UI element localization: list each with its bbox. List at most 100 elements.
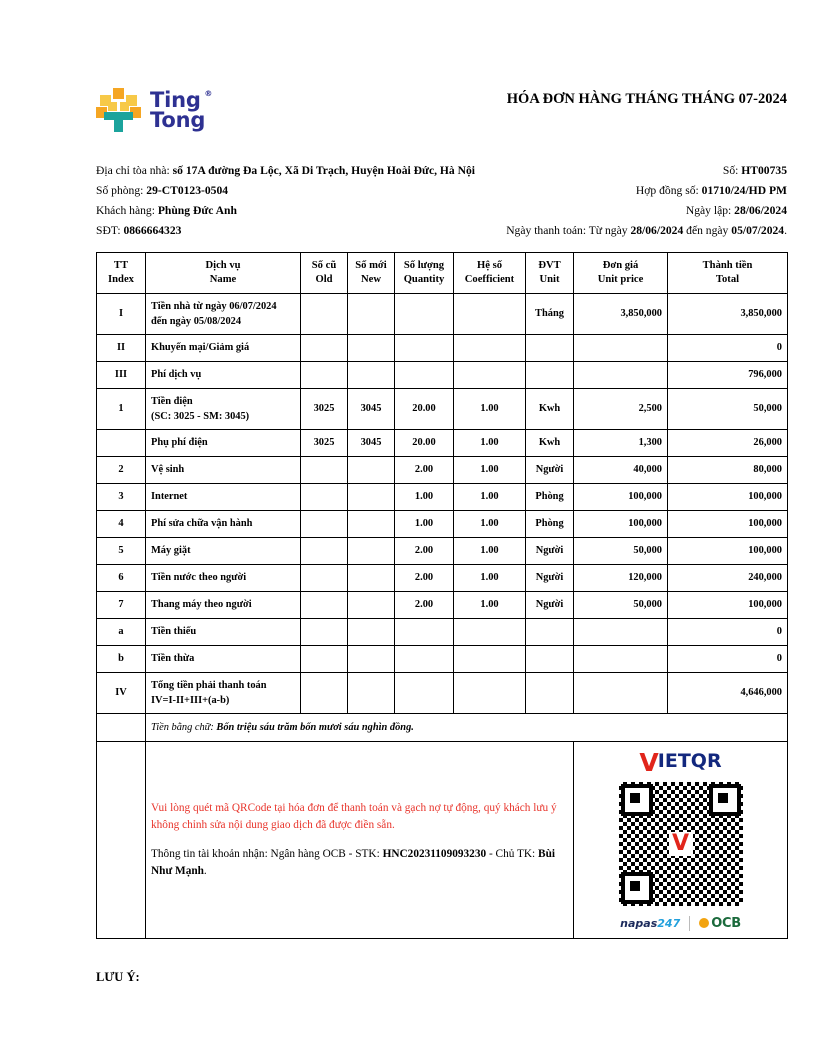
- cell-name: Phí dịch vụ: [145, 360, 301, 389]
- cell-total: 26,000: [667, 428, 788, 457]
- cell-coefficient: [453, 617, 526, 646]
- divider: [689, 915, 691, 931]
- vietqr-logo: V IETQR: [639, 749, 721, 775]
- cell-index: [96, 740, 146, 939]
- cell-coefficient: [453, 360, 526, 389]
- cell-total: 100,000: [667, 536, 788, 565]
- cell-coefficient: 1.00: [453, 590, 526, 619]
- customer-row: Khách hàng: Phùng Đức Anh: [96, 201, 496, 221]
- cell-total: 100,000: [667, 482, 788, 511]
- cell-quantity: 20.00: [394, 428, 454, 457]
- qr-finder-top-right-icon: [708, 783, 741, 816]
- cell-unit: Kwh: [525, 428, 574, 457]
- building-address-value: số 17A đường Đa Lộc, Xã Di Trạch, Huyện …: [172, 164, 475, 177]
- phone-value: 0866664323: [123, 223, 182, 237]
- th-old-en: Old: [315, 273, 333, 285]
- cell-unit-price: 3,850,000: [573, 292, 668, 335]
- cell-unit: Kwh: [525, 387, 574, 430]
- table-row: a Tiền thiếu 0: [96, 617, 788, 646]
- invoice-meta-left: Địa chỉ tòa nhà: số 17A đường Đa Lộc, Xã…: [96, 161, 496, 241]
- cell-name: Tiền điện (SC: 3025 - SM: 3045): [145, 387, 301, 430]
- th-old-vi: Số cũ: [311, 259, 337, 271]
- cell-total: 100,000: [667, 509, 788, 538]
- cell-index: 5: [96, 536, 146, 565]
- th-name: Dịch vụ Name: [145, 251, 301, 294]
- payment-period-row: Ngày thanh toán: Từ ngày 28/06/2024 đến …: [427, 221, 787, 241]
- cell-coefficient: 1.00: [453, 428, 526, 457]
- cell-unit: Tháng: [525, 292, 574, 335]
- cell-unit-price: [573, 671, 668, 714]
- cell-unit: [525, 644, 574, 673]
- cell-new: [347, 360, 395, 389]
- payment-period-to: 05/07/2024: [731, 223, 785, 237]
- cell-unit: Phòng: [525, 482, 574, 511]
- cell-new: [347, 536, 395, 565]
- footer-note-label: LƯU Ý:: [96, 969, 140, 984]
- cell-new: [347, 509, 395, 538]
- napas-logo-number: 247: [657, 916, 681, 930]
- table-row: IV Tổng tiền phải thanh toán IV=I-II+III+(…: [96, 671, 788, 714]
- th-coefficient-vi: Hệ số: [476, 259, 502, 271]
- cell-name: Vệ sinh: [145, 455, 301, 484]
- cell-index: III: [96, 360, 146, 389]
- qr-partner-logos: napas247 OCB: [579, 915, 782, 931]
- cell-unit-price: 50,000: [573, 590, 668, 619]
- table-row: Phụ phí điện 3025 3045 20.00 1.00 Kwh 1,300 26,…: [96, 428, 788, 457]
- account-middle: - Chủ TK:: [488, 847, 536, 860]
- cell-unit-price: 40,000: [573, 455, 668, 484]
- cell-index: 1: [96, 387, 146, 430]
- cell-total: 796,000: [667, 360, 788, 389]
- customer-value: Phùng Đức Anh: [157, 203, 237, 217]
- th-total-en: Total: [715, 273, 740, 285]
- th-unit-vi: ĐVT: [538, 259, 561, 271]
- cell-quantity: [394, 333, 454, 362]
- cell-index: 6: [96, 563, 146, 592]
- payment-account-line: Thông tin tài khoản nhận: Ngân hàng OCB …: [151, 846, 568, 880]
- cell-quantity: [394, 671, 454, 714]
- th-unit: ĐVT Unit: [525, 251, 574, 294]
- cell-old: 3025: [300, 387, 348, 430]
- cell-old: [300, 536, 348, 565]
- cell-name: Phụ phí điện: [145, 428, 301, 457]
- cell-coefficient: 1.00: [453, 387, 526, 430]
- cell-index: [96, 712, 146, 742]
- room-number-label: Số phòng:: [96, 183, 144, 197]
- cell-unit-price: [573, 644, 668, 673]
- th-old: Số cũ Old: [300, 251, 348, 294]
- qr-finder-top-left-icon: [620, 783, 653, 816]
- payment-qr-row: Vui lòng quét mã QRCode tại hóa đơn để t…: [96, 740, 788, 939]
- cell-quantity: [394, 292, 454, 335]
- cell-unit-price: [573, 333, 668, 362]
- table-row: II Khuyến mại/Giảm giá 0: [96, 333, 788, 362]
- cell-old: [300, 455, 348, 484]
- cell-name: Tiền thừa: [145, 644, 301, 673]
- cell-coefficient: 1.00: [453, 455, 526, 484]
- payment-period-prefix: Ngày thanh toán: Từ ngày: [506, 223, 628, 237]
- payment-period-suffix: .: [784, 223, 787, 237]
- phone-row: SĐT: 0866664323: [96, 221, 496, 241]
- amount-in-words-row: Tiền bằng chữ: Bốn triệu sáu trăm bốn mư…: [96, 712, 788, 742]
- cell-total: 240,000: [667, 563, 788, 592]
- cell-total: 100,000: [667, 590, 788, 619]
- issue-date-value: 28/06/2024: [734, 203, 787, 217]
- cell-old: [300, 482, 348, 511]
- th-quantity-en: Quantity: [403, 273, 445, 285]
- cell-old: [300, 590, 348, 619]
- payment-period-from: 28/06/2024: [630, 223, 684, 237]
- table-row: 2 Vệ sinh 2.00 1.00 Người 40,000 80,000: [96, 455, 788, 484]
- cell-name: Tiền thiếu: [145, 617, 301, 646]
- table-row: b Tiền thừa 0: [96, 644, 788, 673]
- room-number-row: Số phòng: 29-CT0123-0504: [96, 181, 496, 201]
- cell-unit: Người: [525, 455, 574, 484]
- cell-index: 7: [96, 590, 146, 619]
- table-row: 4 Phí sửa chữa vận hành 1.00 1.00 Phòng 100,0…: [96, 509, 788, 538]
- room-number-value: 29-CT0123-0504: [146, 183, 229, 197]
- cell-name: Tiền nước theo người: [145, 563, 301, 592]
- qr-code-image[interactable]: V: [614, 777, 747, 910]
- payment-warning-text: Vui lòng quét mã QRCode tại hóa đơn để t…: [151, 801, 557, 831]
- cell-coefficient: 1.00: [453, 509, 526, 538]
- cell-quantity: 1.00: [394, 482, 454, 511]
- invoice-meta: Địa chỉ tòa nhà: số 17A đường Đa Lộc, Xã…: [96, 161, 787, 241]
- cell-old: [300, 563, 348, 592]
